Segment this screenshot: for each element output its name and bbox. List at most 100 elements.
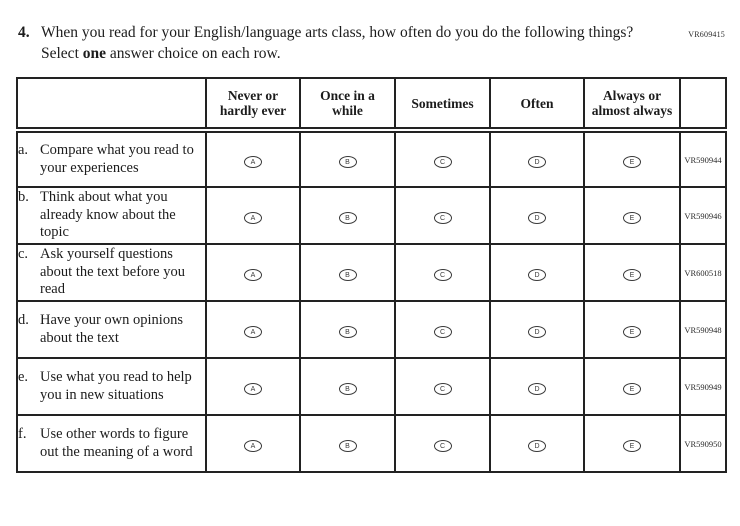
answer-option-d[interactable]: D [528,211,546,224]
answer-option-e[interactable]: E [623,325,641,338]
answer-option-d[interactable]: D [528,439,546,452]
question-text-part2: answer choice on each row. [106,45,281,62]
column-header-often: Often [489,77,585,133]
answer-cell: E [583,357,681,416]
row-label-text: Compare what you read to your experience… [40,142,194,176]
row-code: VR590950 [679,414,727,473]
column-header-always: Always or almost always [583,77,681,133]
answer-option-a[interactable]: A [244,439,262,452]
row-code: VR590946 [679,186,727,245]
answer-option-a[interactable]: A [244,155,262,168]
table-row: a. Compare what you read to your experien… [16,129,727,188]
answer-option-c[interactable]: C [433,155,452,168]
answer-option-e[interactable]: E [623,155,641,168]
form-code: VR609415 [688,30,725,39]
row-label-text: Have your own opinions about the text [40,312,183,346]
answer-cell: A [205,300,301,359]
answer-option-b[interactable]: B [338,268,357,281]
answer-cell: B [299,357,396,416]
answer-cell: A [205,414,301,473]
answer-option-b[interactable]: B [338,211,357,224]
answer-option-b[interactable]: B [338,439,357,452]
answer-cell: B [299,414,396,473]
row-label: d. Have your own opinions about the text [16,300,207,359]
answer-cell: C [394,300,491,359]
answer-option-e[interactable]: E [623,211,641,224]
row-label: c. Ask yourself questions about the text … [16,243,207,302]
row-label-text: Use other words to figure out the meanin… [40,426,193,460]
answer-cell: E [583,129,681,188]
row-label-text: Use what you read to help you in new sit… [40,369,192,403]
row-code: VR590948 [679,300,727,359]
answer-cell: A [205,243,301,302]
answer-cell: E [583,243,681,302]
column-header-once: Once in a while [299,77,396,133]
answer-option-a[interactable]: A [244,325,262,338]
header-empty-cell [16,77,207,133]
answer-option-b[interactable]: B [338,155,357,168]
row-letter: a. [18,142,29,158]
column-header-sometimes: Sometimes [394,77,491,133]
answer-option-d[interactable]: D [528,155,546,168]
question-number: 4. [18,24,30,41]
table-row: b. Think about what you already know abou… [16,186,727,245]
answer-option-e[interactable]: E [623,382,641,395]
answer-cell: E [583,186,681,245]
row-label: a. Compare what you read to your experien… [16,129,207,188]
table-row: d. Have your own opinions about the text … [16,300,727,359]
row-label-text: Ask yourself questions about the text be… [40,246,185,298]
row-letter: e. [18,369,29,385]
answer-option-a[interactable]: A [244,211,262,224]
row-label-text: Think about what you already know about … [40,189,176,241]
answer-option-b[interactable]: B [338,325,357,338]
answer-option-c[interactable]: C [433,211,452,224]
row-label: e. Use what you read to help you in new s… [16,357,207,416]
question-block: 4. When you read for your English/langua… [18,22,740,64]
row-code: VR600518 [679,243,727,302]
answer-option-c[interactable]: C [433,439,452,452]
question-text-part1: When you read for your English/language … [41,24,634,62]
frequency-table: Never or hardly ever Once in a while Som… [16,77,727,473]
answer-cell: B [299,186,396,245]
row-letter: d. [18,312,29,328]
answer-cell: E [583,414,681,473]
answer-cell: D [489,243,585,302]
answer-cell: D [489,357,585,416]
question-bold-word: one [82,45,106,62]
answer-cell: A [205,357,301,416]
answer-cell: B [299,300,396,359]
row-label: b. Think about what you already know abou… [16,186,207,245]
table-row: c. Ask yourself questions about the text … [16,243,727,302]
row-letter: b. [18,189,29,206]
answer-option-c[interactable]: C [433,325,452,338]
answer-option-d[interactable]: D [528,268,546,281]
answer-cell: A [205,186,301,245]
answer-cell: C [394,357,491,416]
answer-option-a[interactable]: A [244,268,262,281]
answer-option-d[interactable]: D [528,325,546,338]
header-row: Never or hardly ever Once in a while Som… [16,77,727,133]
column-header-never: Never or hardly ever [205,77,301,133]
answer-option-e[interactable]: E [623,268,641,281]
row-letter: c. [18,246,29,263]
header-code-cell [679,77,727,133]
answer-cell: A [205,129,301,188]
answer-option-d[interactable]: D [528,382,546,395]
row-code: VR590944 [679,129,727,188]
answer-cell: C [394,243,491,302]
table-row: f. Use other words to figure out the mean… [16,414,727,473]
answer-option-b[interactable]: B [338,382,357,395]
answer-option-e[interactable]: E [623,439,641,452]
answer-option-c[interactable]: C [433,268,452,281]
answer-cell: C [394,414,491,473]
row-code: VR590949 [679,357,727,416]
answer-cell: B [299,129,396,188]
answer-option-c[interactable]: C [433,382,452,395]
answer-option-a[interactable]: A [244,382,262,395]
answer-cell: E [583,300,681,359]
answer-cell: D [489,300,585,359]
survey-page: { "page": { "form_code": "VR609415" }, "… [0,22,740,526]
answer-cell: D [489,414,585,473]
table-row: e. Use what you read to help you in new s… [16,357,727,416]
answer-cell: D [489,186,585,245]
